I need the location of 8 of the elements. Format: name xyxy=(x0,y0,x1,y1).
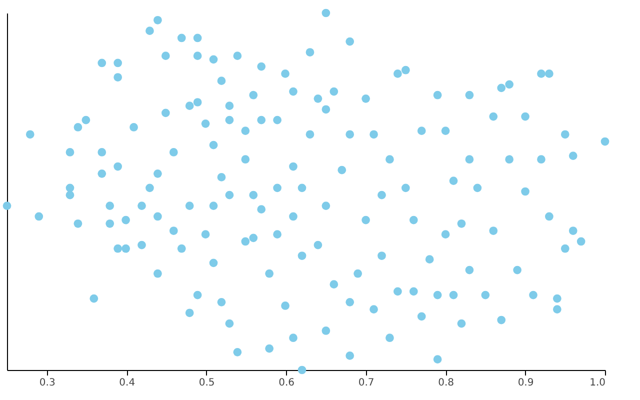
x-tick-label: 0.5 xyxy=(198,378,215,388)
x-tick-label: 0.6 xyxy=(278,378,295,388)
x-tick-label: 0.8 xyxy=(438,378,454,388)
x-tick-label: 1.0 xyxy=(590,378,606,388)
x-tick-label: 0.4 xyxy=(119,378,136,388)
x-tick-label: 0.7 xyxy=(358,378,374,388)
x-tick-label: 0.3 xyxy=(39,378,56,388)
x-tick-label: 0.9 xyxy=(518,378,534,388)
